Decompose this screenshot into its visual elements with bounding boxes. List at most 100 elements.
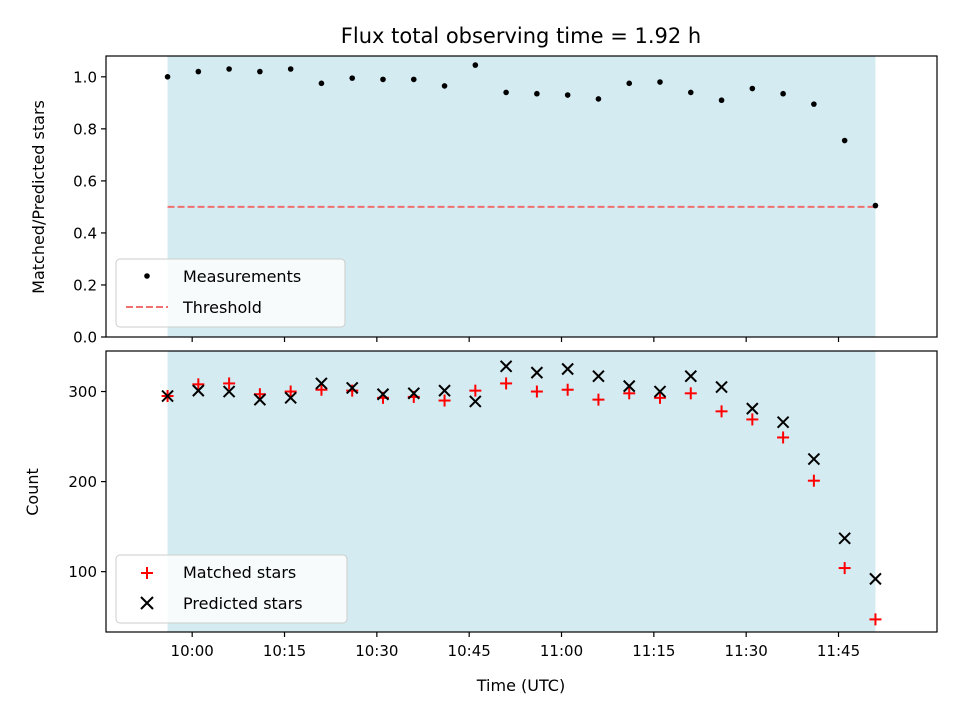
predicted-star-point: [469, 395, 482, 408]
matched-star-point: [500, 377, 513, 390]
matched-star-point: [869, 613, 882, 626]
measurement-point: [472, 62, 479, 68]
x-tick-label: 10:30: [355, 642, 398, 660]
x-axis-label: Time (UTC): [476, 676, 565, 695]
x-tick-label: 11:45: [817, 642, 860, 660]
measurement-point: [195, 68, 202, 75]
predicted-star-point: [776, 415, 790, 429]
measurement-point: [503, 89, 509, 96]
measurement-point: [257, 68, 263, 75]
count-x-ticks: 10:00 10:15 10:30 10:45 11:00 11:15 11:30 11:45: [171, 632, 860, 660]
y-tick-label: 0.8: [73, 120, 97, 138]
count-y-ticks: 100 200 300: [68, 383, 106, 581]
predicted-star-point: [623, 379, 636, 393]
matched-star-point: [284, 385, 297, 398]
matched-star-point: [192, 378, 205, 391]
legend-measurements-label: Measurements: [183, 267, 301, 286]
predicted-star-point: [376, 388, 390, 401]
chart-title: Flux total observing time = 1.92 h: [341, 24, 701, 48]
count-panel-frame: [105, 350, 938, 633]
matched-star-point: [223, 377, 236, 390]
predicted-star-point: [438, 384, 451, 397]
legend-threshold-label: Threshold: [182, 298, 262, 317]
measurement-point: [626, 80, 633, 87]
matched-star-point: [623, 387, 636, 400]
matched-star-point: [807, 474, 820, 487]
y-tick-label: 300: [68, 383, 97, 401]
predicted-star-point: [715, 380, 728, 394]
measurement-point: [349, 75, 356, 81]
measurement-point: [841, 137, 848, 144]
measurement-point: [657, 79, 663, 85]
matched-star-point: [469, 384, 482, 397]
y-tick-label: 200: [68, 473, 97, 491]
y-tick-label: 0.2: [73, 276, 97, 294]
measurement-point: [595, 96, 602, 102]
x-tick-label: 10:00: [171, 642, 214, 660]
count-panel: 100 200 300 10:00 10:15 10:30 10:45 11:00 11:15…: [23, 350, 938, 695]
matched-star-point: [561, 383, 574, 396]
measurement-point: [718, 97, 725, 104]
ratio-panel: 0.0 0.2 0.4 0.6 0.8 1.0 Flux total observing …: [29, 24, 938, 347]
legend-matched-label: Matched stars: [183, 563, 296, 582]
x-tick-label: 10:15: [263, 642, 306, 660]
predicted-star-point: [807, 452, 821, 466]
predicted-star-point: [315, 377, 328, 390]
predicted-star-point: [530, 366, 544, 379]
predicted-star-point: [407, 387, 420, 400]
predicted-star-point: [869, 572, 882, 586]
matched-star-point: [530, 385, 543, 398]
x-tick-label: 11:30: [725, 642, 768, 660]
legend-predicted-label: Predicted stars: [183, 594, 303, 613]
measurement-point: [564, 92, 571, 98]
ratio-y-axis-label: Matched/Predicted stars: [29, 100, 48, 294]
y-tick-label: 100: [68, 563, 97, 581]
predicted-star-point: [222, 385, 236, 398]
ratio-x-ticks: [191, 337, 840, 342]
predicted-star-point: [653, 385, 667, 398]
y-tick-label: 0.0: [73, 329, 97, 347]
predicted-star-point: [561, 362, 574, 376]
matched-star-point: [438, 394, 451, 407]
measurement-point: [780, 90, 786, 97]
ratio-legend-box: [115, 258, 346, 328]
predicted-star-point: [192, 384, 205, 397]
y-tick-label: 0.4: [73, 224, 97, 242]
predicted-star-point: [253, 393, 267, 406]
measurement-point: [410, 76, 417, 83]
measurement-point: [226, 66, 232, 72]
predicted-star-point: [499, 360, 513, 373]
predicted-star-point: [284, 391, 297, 405]
measurement-point: [534, 90, 540, 97]
measurement-point: [164, 74, 171, 80]
matched-star-point: [746, 413, 759, 426]
measurement-point: [287, 66, 294, 72]
predicted-star-point: [161, 389, 174, 403]
matched-star-point: [654, 391, 666, 404]
count-y-axis-label: Count: [23, 468, 42, 516]
legend-measurements-marker: [144, 273, 150, 279]
predicted-star-point: [684, 370, 697, 383]
matched-star-point: [715, 405, 728, 418]
count-legend-box: [115, 554, 348, 624]
matched-star-point: [777, 431, 790, 444]
y-tick-label: 1.0: [73, 68, 97, 86]
measurement-point: [380, 76, 386, 83]
count-legend: Matched stars Predicted stars: [115, 554, 348, 624]
predicted-star-point: [746, 402, 759, 415]
x-tick-label: 11:00: [540, 642, 583, 660]
x-tick-label: 11:15: [632, 642, 675, 660]
measurement-point: [441, 83, 448, 89]
x-tick-label: 10:45: [448, 642, 491, 660]
matched-star-point: [838, 562, 851, 575]
legend-predicted-marker: [140, 596, 154, 610]
ratio-legend: Measurements Threshold: [115, 258, 346, 328]
measurement-point: [872, 202, 879, 209]
ratio-panel-frame: [105, 55, 938, 338]
matched-star-point: [684, 387, 697, 400]
legend-matched-marker: [141, 567, 153, 579]
predicted-star-point: [838, 532, 851, 545]
measurement-point: [318, 80, 325, 87]
measurement-point: [811, 101, 817, 107]
